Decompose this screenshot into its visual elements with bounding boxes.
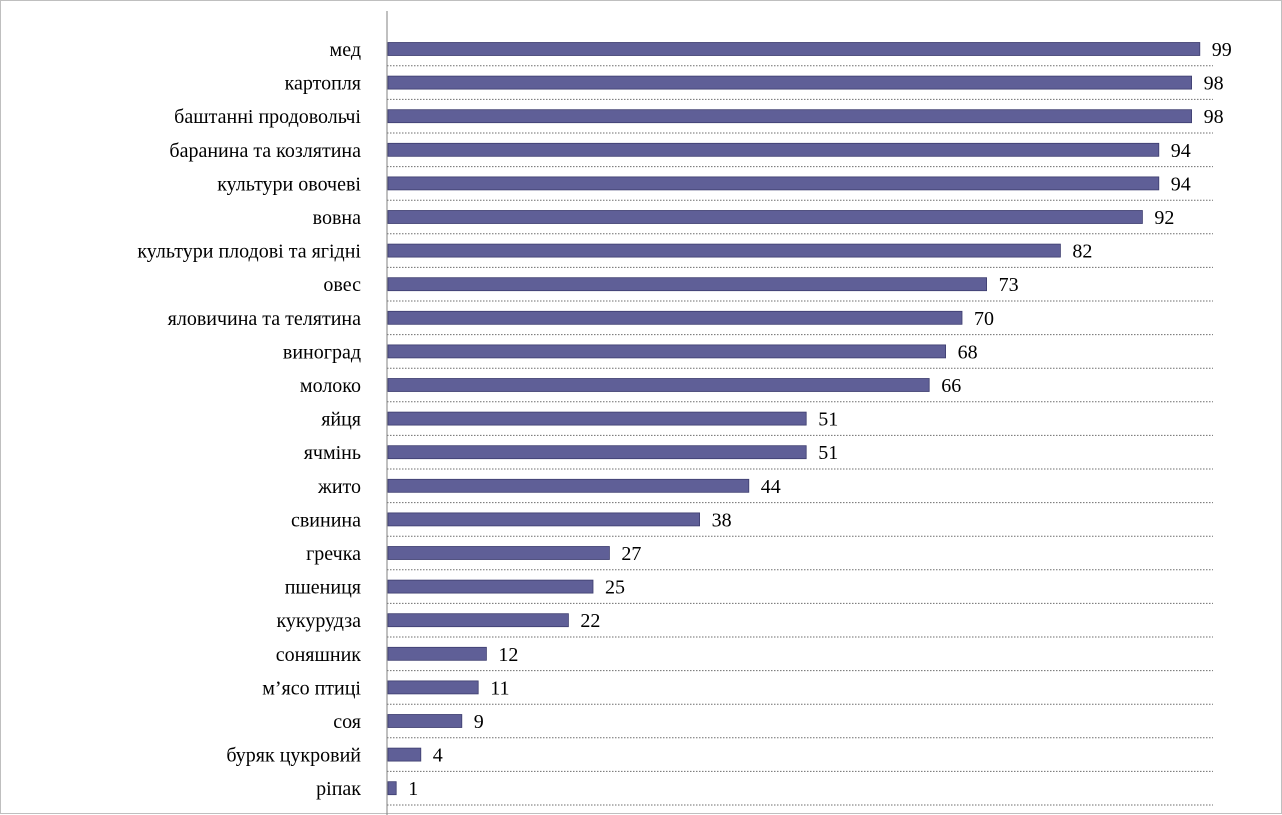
data-label: 44	[761, 476, 781, 498]
category-label: культури плодові та ягідні	[137, 241, 361, 263]
category-label: буряк цукровий	[226, 745, 361, 767]
bar	[387, 142, 1160, 157]
data-label: 92	[1154, 207, 1174, 229]
bar	[387, 781, 397, 796]
data-label: 12	[498, 644, 518, 666]
category-label: овес	[323, 274, 361, 296]
bar	[387, 680, 479, 695]
bar	[387, 512, 701, 527]
category-label: свинина	[291, 509, 361, 531]
data-label: 38	[712, 509, 732, 531]
category-label: соя	[333, 711, 361, 733]
category-label: мед	[330, 39, 361, 61]
data-label: 22	[580, 610, 600, 632]
data-label: 82	[1072, 241, 1092, 263]
category-label: ріпак	[316, 778, 361, 800]
bar	[387, 613, 569, 628]
data-label: 25	[605, 577, 625, 599]
bar	[387, 344, 946, 359]
bar	[387, 277, 987, 292]
bar	[387, 546, 610, 560]
data-label: 1	[408, 778, 418, 800]
data-label: 27	[621, 543, 641, 565]
data-label: 11	[490, 677, 509, 699]
category-label: яйця	[321, 409, 361, 431]
data-label: 51	[818, 442, 838, 464]
category-label: жито	[317, 476, 361, 498]
bar	[387, 378, 930, 392]
data-label: 94	[1171, 173, 1191, 195]
gridlines	[387, 65, 1213, 806]
category-label: яловичина та телятина	[168, 308, 361, 330]
category-label: м’ясо птиці	[262, 677, 361, 699]
data-label: 94	[1171, 140, 1191, 162]
data-label: 68	[958, 341, 978, 363]
bar	[387, 411, 807, 426]
data-label: 98	[1204, 106, 1224, 128]
bar	[387, 478, 750, 493]
category-label: вовна	[313, 207, 361, 229]
bar	[387, 75, 1192, 90]
data-label: 66	[941, 375, 961, 397]
bar	[387, 42, 1201, 56]
data-label: 51	[818, 409, 838, 431]
bar	[387, 176, 1160, 191]
data-label: 9	[474, 711, 484, 733]
category-labels: мед картопля баштанні продовольчі баранина …	[137, 39, 361, 800]
category-label: ячмінь	[304, 442, 361, 464]
category-label: баштанні продовольчі	[174, 106, 361, 128]
category-label: молоко	[300, 375, 361, 397]
data-label: 99	[1212, 39, 1232, 61]
bar	[387, 109, 1192, 124]
bar	[387, 747, 422, 762]
category-label: гречка	[306, 543, 361, 565]
bar	[387, 243, 1061, 258]
data-label: 73	[999, 274, 1019, 296]
category-label: соняшник	[276, 644, 362, 666]
data-label: 98	[1204, 73, 1224, 95]
bar	[387, 714, 463, 728]
category-label: культури овочеві	[217, 173, 361, 195]
category-label: кукурудза	[276, 610, 361, 632]
bars	[387, 42, 1201, 796]
category-label: картопля	[285, 73, 361, 95]
data-label: 70	[974, 308, 994, 330]
bar	[387, 646, 487, 661]
category-label: баранина та козлятина	[169, 140, 361, 162]
category-label: виноград	[283, 341, 361, 363]
bar	[387, 310, 963, 325]
bar	[387, 579, 594, 594]
bar	[387, 210, 1143, 224]
bar	[387, 445, 807, 460]
category-label: пшениця	[285, 577, 361, 599]
data-label: 4	[433, 745, 443, 767]
data-labels: 9998989494928273706866515144382725221211…	[408, 39, 1232, 800]
